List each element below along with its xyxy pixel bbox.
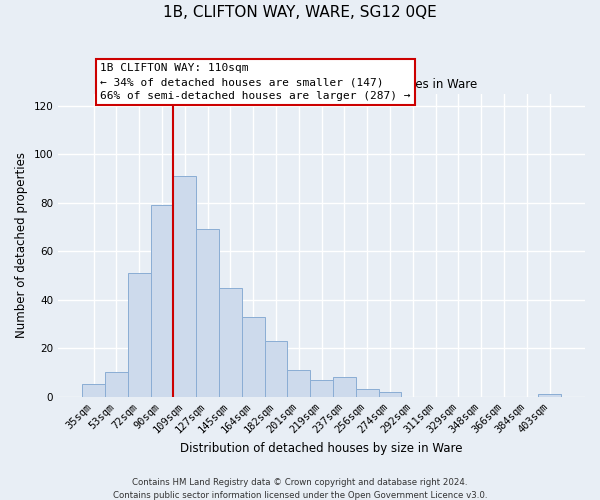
Text: Contains HM Land Registry data © Crown copyright and database right 2024.
Contai: Contains HM Land Registry data © Crown c…	[113, 478, 487, 500]
Bar	[105, 372, 128, 396]
Title: Size of property relative to detached houses in Ware: Size of property relative to detached ho…	[166, 78, 477, 91]
Bar	[333, 377, 356, 396]
Bar	[128, 273, 151, 396]
Bar	[219, 288, 242, 397]
Text: 1B, CLIFTON WAY, WARE, SG12 0QE: 1B, CLIFTON WAY, WARE, SG12 0QE	[163, 5, 437, 20]
Bar	[151, 205, 173, 396]
Bar	[538, 394, 561, 396]
Y-axis label: Number of detached properties: Number of detached properties	[15, 152, 28, 338]
Bar	[242, 316, 265, 396]
Bar	[356, 390, 379, 396]
Bar	[196, 230, 219, 396]
Bar	[287, 370, 310, 396]
Bar	[82, 384, 105, 396]
Bar	[265, 341, 287, 396]
Bar	[310, 380, 333, 396]
Bar	[173, 176, 196, 396]
X-axis label: Distribution of detached houses by size in Ware: Distribution of detached houses by size …	[181, 442, 463, 455]
Bar	[379, 392, 401, 396]
Text: 1B CLIFTON WAY: 110sqm
← 34% of detached houses are smaller (147)
66% of semi-de: 1B CLIFTON WAY: 110sqm ← 34% of detached…	[100, 63, 411, 101]
